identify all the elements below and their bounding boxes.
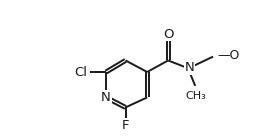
Text: Cl: Cl	[74, 66, 87, 79]
Text: N: N	[101, 91, 111, 104]
Text: N: N	[185, 61, 195, 74]
Text: F: F	[122, 119, 129, 132]
Text: —O: —O	[217, 49, 239, 62]
Text: O: O	[163, 28, 173, 41]
Text: CH₃: CH₃	[185, 91, 206, 101]
